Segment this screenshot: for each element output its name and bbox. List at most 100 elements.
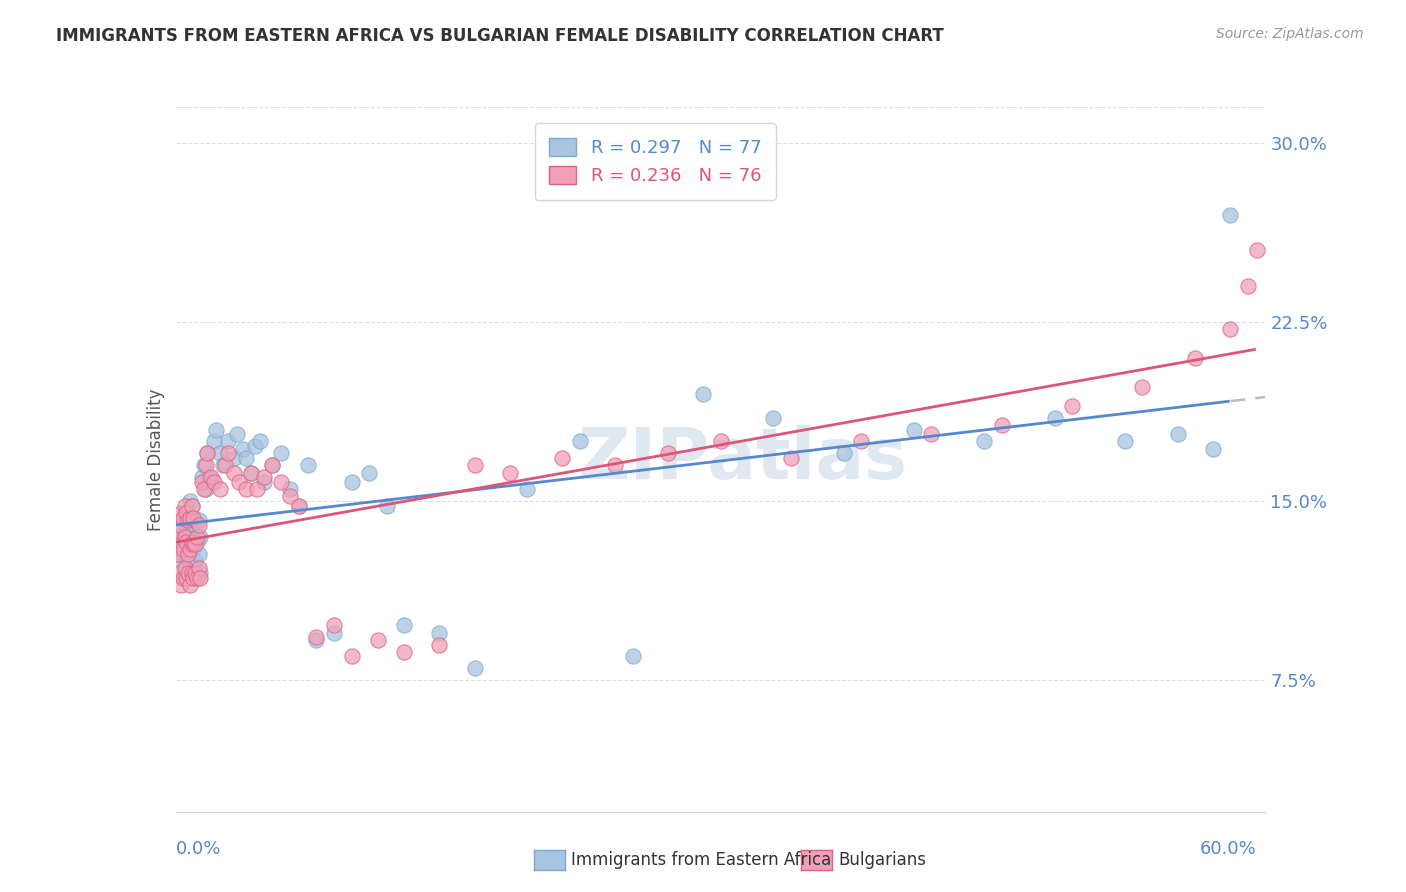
Point bbox=[516, 482, 538, 496]
Legend: R = 0.297   N = 77, R = 0.236   N = 76: R = 0.297 N = 77, R = 0.236 N = 76 bbox=[534, 123, 776, 200]
Point bbox=[187, 518, 209, 533]
Point bbox=[262, 458, 284, 473]
Point bbox=[208, 446, 231, 460]
Point bbox=[188, 571, 212, 585]
Point bbox=[621, 649, 644, 664]
Point bbox=[551, 451, 574, 466]
Point bbox=[180, 566, 202, 580]
Point bbox=[186, 571, 208, 585]
Point bbox=[174, 506, 197, 520]
Point bbox=[228, 475, 250, 489]
Point bbox=[187, 547, 209, 561]
Point bbox=[169, 566, 191, 580]
Point bbox=[180, 566, 202, 580]
Point bbox=[359, 466, 381, 480]
Point bbox=[297, 458, 319, 473]
Point bbox=[177, 566, 200, 580]
Point bbox=[173, 566, 195, 580]
Point bbox=[605, 458, 627, 473]
Point bbox=[246, 482, 269, 496]
Point bbox=[262, 458, 284, 473]
Point bbox=[1246, 244, 1268, 258]
Point bbox=[217, 434, 239, 449]
Point bbox=[187, 561, 209, 575]
Point bbox=[194, 458, 217, 473]
Point bbox=[193, 482, 215, 496]
Point bbox=[427, 638, 450, 652]
Point bbox=[174, 561, 197, 575]
Point bbox=[1184, 351, 1206, 365]
Point bbox=[174, 534, 197, 549]
Point bbox=[832, 446, 855, 460]
Point bbox=[226, 427, 249, 442]
Point bbox=[323, 625, 346, 640]
Point bbox=[180, 537, 202, 551]
Point bbox=[183, 561, 205, 575]
Point bbox=[323, 618, 346, 632]
Point bbox=[166, 530, 188, 544]
Point bbox=[991, 417, 1014, 432]
Point bbox=[569, 434, 592, 449]
Point bbox=[243, 439, 266, 453]
Point bbox=[288, 499, 311, 513]
Point bbox=[200, 475, 222, 489]
Point bbox=[173, 499, 195, 513]
Point bbox=[174, 518, 197, 533]
Point bbox=[208, 482, 231, 496]
Point bbox=[170, 578, 193, 592]
Point bbox=[1202, 442, 1225, 456]
Point bbox=[177, 547, 200, 561]
Point bbox=[1219, 208, 1241, 222]
Point bbox=[173, 530, 195, 544]
Point bbox=[177, 537, 200, 551]
Point bbox=[180, 499, 202, 513]
Point bbox=[200, 470, 222, 484]
Point bbox=[235, 451, 257, 466]
Point bbox=[183, 511, 205, 525]
Point bbox=[183, 511, 205, 525]
Point bbox=[1219, 322, 1241, 336]
Point bbox=[762, 410, 785, 425]
Point bbox=[214, 458, 236, 473]
Point bbox=[170, 506, 193, 520]
Point bbox=[253, 470, 276, 484]
Point bbox=[166, 547, 188, 561]
Point bbox=[288, 499, 311, 513]
Point bbox=[172, 541, 194, 556]
Point bbox=[186, 534, 208, 549]
Point bbox=[179, 578, 201, 592]
Point bbox=[1114, 434, 1136, 449]
Point bbox=[191, 470, 214, 484]
Point bbox=[177, 571, 200, 585]
Text: 60.0%: 60.0% bbox=[1199, 840, 1257, 858]
Point bbox=[235, 482, 257, 496]
Point bbox=[198, 470, 221, 484]
Point bbox=[170, 554, 193, 568]
Point bbox=[174, 547, 197, 561]
Point bbox=[367, 632, 389, 647]
Point bbox=[270, 446, 292, 460]
Point bbox=[779, 451, 801, 466]
Point bbox=[173, 530, 195, 544]
Text: IMMIGRANTS FROM EASTERN AFRICA VS BULGARIAN FEMALE DISABILITY CORRELATION CHART: IMMIGRANTS FROM EASTERN AFRICA VS BULGAR… bbox=[56, 27, 943, 45]
Text: Source: ZipAtlas.com: Source: ZipAtlas.com bbox=[1216, 27, 1364, 41]
Point bbox=[231, 442, 254, 456]
Point bbox=[172, 511, 194, 525]
Point bbox=[204, 475, 226, 489]
Point bbox=[191, 475, 214, 489]
Point bbox=[179, 523, 201, 537]
Point bbox=[177, 506, 200, 520]
Point bbox=[179, 494, 201, 508]
Point bbox=[184, 554, 207, 568]
Point bbox=[849, 434, 872, 449]
Point bbox=[183, 541, 205, 556]
Point bbox=[204, 434, 226, 449]
Point bbox=[184, 566, 207, 580]
Point bbox=[170, 537, 193, 551]
Point bbox=[394, 618, 416, 632]
Y-axis label: Female Disability: Female Disability bbox=[146, 388, 165, 531]
Point bbox=[180, 530, 202, 544]
Point bbox=[166, 547, 188, 561]
Point bbox=[249, 434, 271, 449]
Point bbox=[195, 446, 219, 460]
